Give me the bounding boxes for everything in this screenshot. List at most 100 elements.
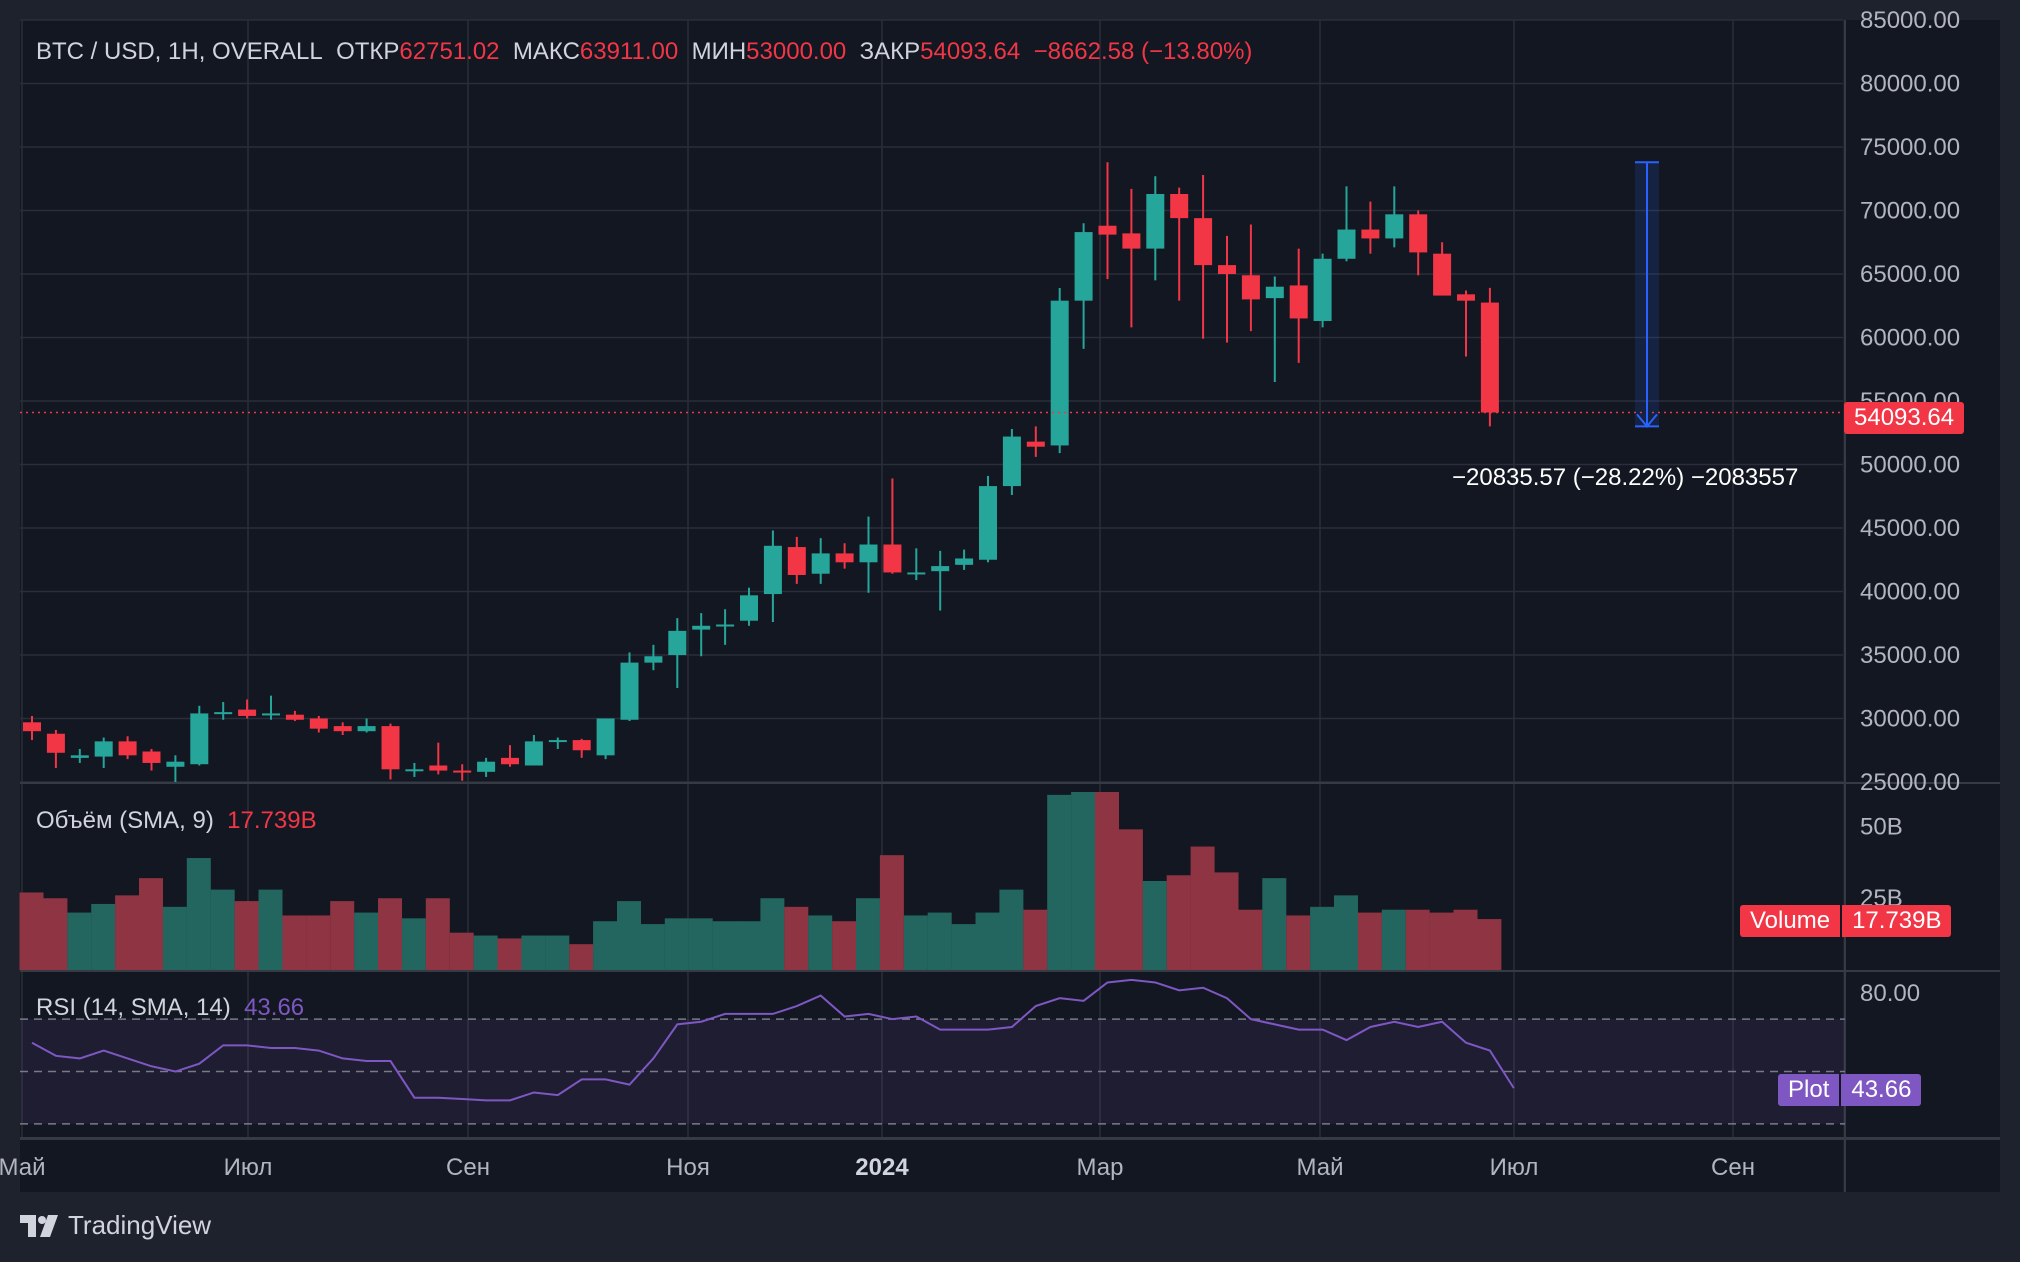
volume-bar — [736, 921, 761, 970]
candle-body — [453, 770, 472, 773]
volume-bar — [1310, 906, 1335, 970]
open-label: ОТКР — [336, 38, 400, 65]
candle — [333, 722, 352, 736]
volume-bar — [1286, 915, 1311, 970]
volume-bar — [91, 903, 116, 970]
candle — [1337, 186, 1356, 262]
rsi-line — [31, 978, 1515, 1102]
time-tick-label: Сен — [1711, 1154, 1755, 1181]
axis-background — [1845, 20, 2000, 1192]
candle-body — [1218, 265, 1236, 274]
candle-body — [763, 545, 782, 595]
price-tick-label: 35000.00 — [1860, 642, 1960, 669]
volume-bar — [521, 935, 546, 970]
volume-bar — [1166, 875, 1191, 970]
last-price-tag: 54093.64 — [1844, 402, 1965, 434]
candle — [262, 695, 280, 720]
volume-bar — [354, 912, 379, 970]
time-tick-label: Июл — [224, 1154, 273, 1181]
candle — [1409, 210, 1428, 276]
candle-body — [1026, 441, 1045, 447]
candle — [548, 737, 567, 749]
price-tick-label: 25000.00 — [1860, 769, 1960, 796]
candle — [931, 550, 950, 611]
high-label: МАКС — [512, 38, 580, 65]
candle-body — [811, 553, 830, 574]
candle-body — [740, 595, 758, 621]
candle-body — [1050, 300, 1069, 446]
candle — [1385, 186, 1404, 248]
candle-body — [285, 714, 304, 720]
volume-bar — [569, 944, 594, 970]
candle — [453, 764, 472, 781]
candle — [1457, 290, 1475, 357]
candle — [501, 745, 519, 767]
volume-bar — [593, 921, 618, 970]
candle-body — [979, 486, 997, 560]
time-axis-background — [20, 1139, 1843, 1192]
rsi-legend: RSI (14, SMA, 14) 43.66 — [36, 994, 304, 1022]
candle — [1480, 287, 1499, 427]
volume-bar — [1262, 878, 1287, 970]
candle — [835, 543, 854, 569]
price-tick-label: 30000.00 — [1860, 706, 1960, 733]
candle-body — [1194, 218, 1213, 266]
time-tick-label: Ноя — [666, 1154, 710, 1181]
candle — [1433, 242, 1452, 296]
candle-body — [1170, 193, 1189, 219]
volume-bar — [330, 901, 355, 970]
price-tick-label: 75000.00 — [1860, 134, 1960, 161]
measure-arrow-head — [1636, 413, 1658, 428]
volume-bars — [19, 792, 1502, 970]
close-label: ЗАКР — [859, 38, 921, 65]
candle — [166, 755, 185, 782]
volume-bar — [234, 901, 259, 970]
candle-body — [357, 726, 376, 732]
candle-body — [1313, 258, 1332, 321]
candle-body — [381, 726, 400, 770]
symbol-legend: BTC / USD, 1H, OVERALL ОТКР62751.02 МАКС… — [36, 38, 1252, 66]
volume-bar — [927, 912, 952, 970]
volume-bar — [1334, 895, 1358, 970]
candle — [1098, 162, 1117, 280]
symbol-label: BTC / USD, 1H, OVERALL — [36, 38, 323, 65]
volume-bar — [1405, 909, 1430, 970]
candle — [979, 475, 997, 563]
candle — [477, 757, 496, 777]
volume-bar — [139, 878, 163, 970]
low-value: 53000.00 — [746, 38, 847, 65]
tradingview-logo[interactable]: TradingView — [20, 1210, 211, 1241]
candle — [238, 699, 257, 719]
price-tick-label: 40000.00 — [1860, 579, 1960, 606]
time-tick-label: Июл — [1490, 1154, 1539, 1181]
time-axis: Май Июл Сен Ноя 2024 Мар Май Июл Сен — [0, 1154, 1755, 1181]
rsi-tag-name: Plot — [1788, 1076, 1830, 1103]
candle-body — [1074, 232, 1093, 301]
candle-body — [668, 630, 687, 655]
candle-body — [1098, 225, 1117, 235]
candle — [1265, 276, 1284, 382]
candle — [668, 618, 687, 689]
candle-body — [309, 718, 328, 729]
volume-bar — [1047, 794, 1072, 970]
time-tick-label: Май — [0, 1154, 46, 1181]
rsi-tag-value: 43.66 — [1839, 1074, 1921, 1106]
volume-bar — [1238, 909, 1263, 970]
candle — [787, 536, 806, 584]
volume-bar — [1381, 909, 1406, 970]
volume-value: 17.739B — [227, 807, 317, 834]
brand-label: TradingView — [68, 1210, 212, 1240]
candle — [1218, 235, 1236, 343]
candle-body — [644, 656, 663, 663]
candle — [118, 736, 137, 760]
volume-bar — [378, 898, 402, 970]
rsi-value: 43.66 — [244, 994, 305, 1021]
volume-bar — [688, 918, 713, 970]
candle-body — [1409, 214, 1428, 253]
candle-body — [262, 713, 280, 716]
volume-bar — [306, 915, 331, 970]
candle-body — [955, 558, 974, 565]
volume-tag-name: Volume — [1750, 907, 1831, 934]
